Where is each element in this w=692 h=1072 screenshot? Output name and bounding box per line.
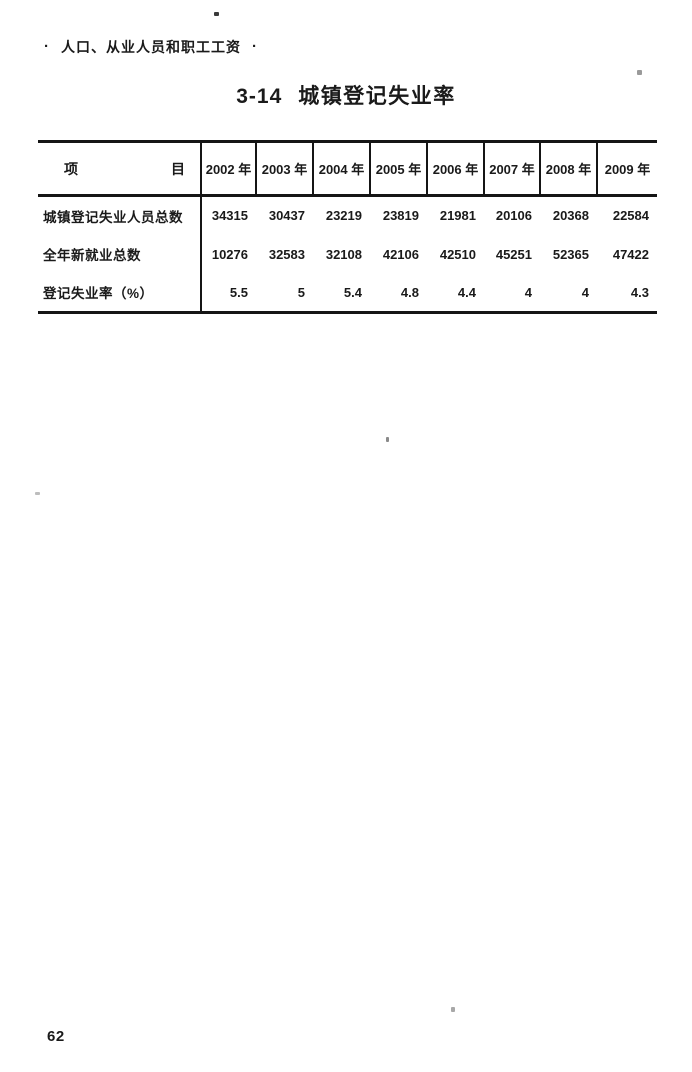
year-header-2004: 2004 年	[312, 141, 370, 197]
row-label: 全年新就业总数	[38, 234, 202, 274]
cell-value: 52365	[552, 246, 589, 262]
table-title-text: 城镇登记失业率	[298, 85, 456, 108]
cell-value: 4	[581, 284, 589, 300]
table-number: 3-14	[236, 85, 283, 108]
item-header-char1: 项	[64, 160, 78, 177]
cell-value: 30437	[268, 208, 305, 224]
cell-value: 20106	[495, 208, 532, 224]
table-title: 3-14 城镇登记失业率	[0, 80, 692, 110]
page-number: 62	[47, 1028, 65, 1045]
cell-value: 10276	[211, 246, 248, 262]
year-header-2009: 2009 年	[596, 141, 657, 197]
row-label: 登记失业率（%）	[38, 273, 202, 313]
scan-speck	[451, 1007, 455, 1012]
running-head-text: 人口、从业人员和职工工资	[61, 39, 241, 55]
cell-value: 4.8	[400, 284, 419, 300]
cell-value: 4.4	[457, 284, 476, 300]
cell-value: 42510	[439, 246, 476, 262]
cell-value: 32583	[268, 246, 305, 262]
cell-value: 45251	[495, 246, 532, 262]
year-header-2008: 2008 年	[539, 141, 597, 197]
table-row-new-employment: 全年新就业总数 10276 32583 32108 42106 42510 45…	[38, 234, 657, 274]
unemployment-table: 项 目 2002 年 2003 年 2004 年 2005 年 2006 年 2…	[38, 140, 657, 314]
cell-value: 32108	[325, 246, 362, 262]
scan-speck	[214, 12, 219, 16]
cell-value: 4.3	[630, 284, 649, 300]
header-row: 项 目 2002 年 2003 年 2004 年 2005 年 2006 年 2…	[38, 141, 657, 197]
scan-speck	[35, 492, 40, 495]
cell-value: 21981	[439, 208, 476, 224]
table-row-registered-unemployed: 城镇登记失业人员总数 34315 30437 23219 23819 21981…	[38, 195, 657, 235]
cell-value: 23219	[325, 208, 362, 224]
row-label: 城镇登记失业人员总数	[38, 195, 202, 235]
year-header-2002: 2002 年	[200, 141, 256, 197]
cell-value: 5	[297, 284, 305, 300]
scan-speck	[386, 437, 389, 442]
left-dot: ·	[44, 37, 50, 55]
cell-value: 20368	[552, 208, 589, 224]
right-dot: ·	[252, 37, 258, 55]
cell-value: 5.4	[343, 284, 362, 300]
year-header-2003: 2003 年	[255, 141, 313, 197]
cell-value: 5.5	[229, 284, 248, 300]
year-header-2007: 2007 年	[483, 141, 540, 197]
cell-value: 23819	[382, 208, 419, 224]
cell-value: 34315	[211, 208, 248, 224]
cell-value: 4	[524, 284, 532, 300]
cell-value: 22584	[612, 208, 649, 224]
cell-value: 47422	[612, 246, 649, 262]
item-column-header: 项 目	[38, 141, 202, 197]
running-head: · 人口、从业人员和职工工资 ·	[44, 37, 258, 57]
scan-speck	[637, 70, 642, 75]
table-row-unemployment-rate: 登记失业率（%） 5.5 5 5.4 4.8 4.4 4 4 4.3	[38, 273, 657, 313]
item-header-char2: 目	[171, 160, 185, 177]
year-header-2006: 2006 年	[426, 141, 484, 197]
year-header-2005: 2005 年	[369, 141, 427, 197]
cell-value: 42106	[382, 246, 419, 262]
